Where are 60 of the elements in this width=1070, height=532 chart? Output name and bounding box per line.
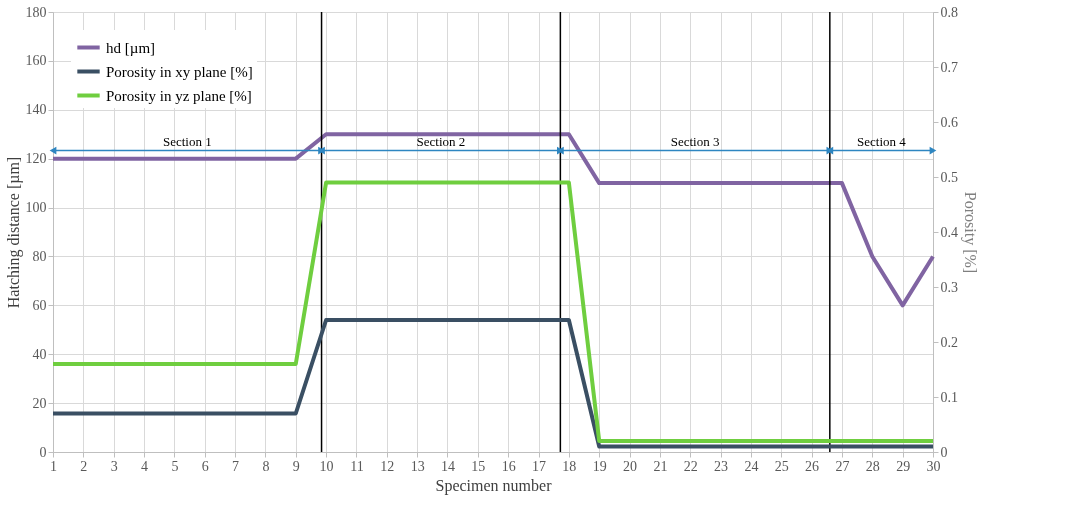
x-tick-label: 23	[714, 458, 729, 474]
x-tick-label: 16	[501, 458, 516, 474]
y2-tick-label: 0.2	[940, 334, 958, 350]
x-tick-label: 20	[623, 458, 638, 474]
legend-label: hd [µm]	[106, 39, 156, 56]
legend-label: Porosity in xy plane [%]	[106, 63, 253, 80]
x-tick-label: 27	[835, 458, 850, 474]
x-tick-label: 29	[896, 458, 911, 474]
x-tick-label: 30	[926, 458, 941, 474]
x-tick-label: 9	[292, 458, 300, 474]
x-tick-label: 1	[50, 458, 57, 474]
y2-axis-title: Porosity [%]	[961, 191, 979, 274]
x-tick-label: 17	[532, 458, 547, 474]
x-tick-label: 11	[350, 458, 364, 474]
y-tick-label: 80	[32, 248, 47, 264]
legend-label: Porosity in yz plane [%]	[106, 87, 252, 104]
x-tick-label: 3	[110, 458, 118, 474]
x-tick-label: 26	[805, 458, 820, 474]
x-tick-label: 14	[440, 458, 455, 474]
x-tick-label: 22	[683, 458, 698, 474]
y-axis-title: Hatching distance [µm]	[4, 156, 23, 309]
annotation: Section 2	[416, 133, 466, 149]
y-tick-label: 40	[32, 346, 47, 362]
y2-tick-label: 0.8	[940, 4, 958, 20]
x-tick-label: 19	[592, 458, 607, 474]
x-tick-label: 6	[201, 458, 209, 474]
y-tick-label: 20	[32, 395, 47, 411]
y-tick-label: 100	[25, 200, 47, 216]
x-tick-label: 28	[865, 458, 880, 474]
x-tick-label: 25	[774, 458, 789, 474]
x-tick-label: 15	[471, 458, 486, 474]
x-axis-title: Specimen number	[435, 476, 553, 495]
x-tick-label: 7	[232, 458, 240, 474]
x-tick-label: 5	[171, 458, 179, 474]
x-tick-label: 4	[141, 458, 149, 474]
y-tick-label: 180	[25, 4, 47, 20]
y2-tick-label: 0.3	[940, 279, 958, 295]
y-tick-label: 160	[25, 53, 47, 69]
x-tick-label: 12	[380, 458, 395, 474]
y-tick-label: 60	[32, 297, 47, 313]
y2-tick-label: 0	[940, 444, 948, 460]
x-tick-label: 18	[562, 458, 577, 474]
x-tick-label: 8	[262, 458, 270, 474]
x-tick-label: 24	[744, 458, 759, 474]
annotation: Section 1	[162, 133, 212, 149]
x-tick-label: 13	[410, 458, 425, 474]
y-tick-label: 140	[25, 102, 47, 118]
x-tick-label: 2	[80, 458, 88, 474]
y-tick-label: 0	[39, 444, 47, 460]
annotation: Section 4	[857, 133, 907, 149]
y2-tick-label: 0.5	[940, 169, 958, 185]
annotation: Section 3	[670, 133, 720, 149]
y2-tick-label: 0.7	[940, 59, 958, 75]
y2-tick-label: 0.1	[940, 389, 958, 405]
x-tick-label: 21	[653, 458, 668, 474]
line-series	[51, 132, 935, 308]
y-tick-label: 120	[25, 151, 47, 167]
y2-tick-label: 0.6	[940, 114, 958, 130]
x-tick-label: 10	[319, 458, 334, 474]
y2-tick-label: 0.4	[940, 224, 958, 240]
